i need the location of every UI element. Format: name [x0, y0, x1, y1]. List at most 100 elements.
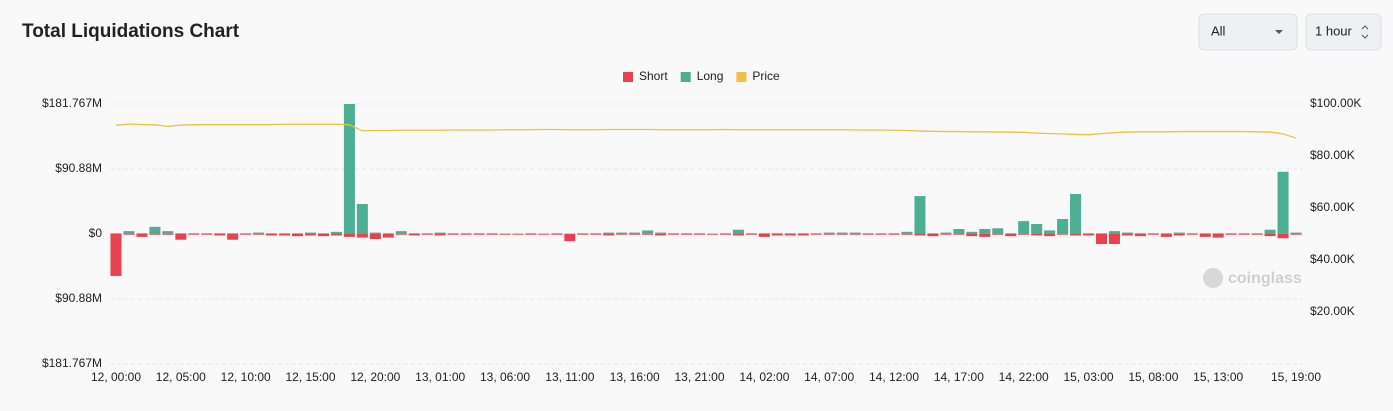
bar [1109, 234, 1120, 244]
bar [733, 230, 744, 234]
y2-tick-label: $20.00K [1310, 304, 1355, 318]
bar [785, 234, 796, 235]
bar [811, 233, 822, 234]
bar [940, 234, 951, 235]
bar [266, 233, 277, 234]
bar [746, 233, 757, 234]
bar [1005, 234, 1016, 236]
bar [1070, 194, 1081, 234]
bar [1018, 234, 1029, 235]
bar [305, 233, 316, 234]
bar [966, 234, 977, 236]
filter-dropdown[interactable]: All [1199, 14, 1297, 50]
bar [889, 233, 900, 234]
bar [811, 234, 822, 235]
y2-tick-label: $60.00K [1310, 200, 1355, 214]
bar [785, 233, 796, 234]
bar [253, 234, 264, 235]
filter-value: All [1211, 23, 1226, 38]
bar [487, 234, 498, 235]
bar [331, 232, 342, 234]
bar [746, 234, 757, 235]
bar [798, 234, 809, 235]
bar [1148, 233, 1159, 234]
bar [927, 233, 938, 234]
bar [590, 233, 601, 234]
bar [966, 232, 977, 234]
bar [188, 234, 199, 235]
bar [979, 234, 990, 237]
bar [901, 234, 912, 235]
bar [461, 234, 472, 235]
bar [914, 234, 925, 235]
price-line [116, 124, 1296, 138]
bar [357, 204, 368, 234]
y2-tick-label: $100.00K [1310, 96, 1361, 110]
bar [110, 234, 121, 276]
bar [422, 234, 433, 235]
bar [474, 233, 485, 234]
bar [1135, 233, 1146, 234]
bar [149, 227, 160, 234]
bar [1290, 233, 1301, 234]
bar [655, 233, 666, 234]
bar [422, 233, 433, 234]
bar [1096, 234, 1107, 244]
bar [1213, 234, 1224, 238]
bar [370, 233, 381, 234]
bar [435, 233, 446, 234]
bar [772, 234, 783, 235]
y-tick-label: $181.767M [42, 96, 102, 110]
bar [305, 234, 316, 235]
bar [681, 233, 692, 234]
bar [577, 233, 588, 234]
bar [396, 231, 407, 234]
bar [149, 234, 160, 235]
bar [979, 229, 990, 234]
bar [1044, 230, 1055, 234]
bar [123, 231, 134, 234]
bar [136, 233, 147, 234]
bar [240, 233, 251, 234]
interval-value: 1 hour [1315, 23, 1353, 38]
bar [1109, 231, 1120, 234]
x-tick-label: 13, 06:00 [480, 370, 530, 384]
bar [279, 233, 290, 234]
x-tick-label: 15, 19:00 [1271, 370, 1321, 384]
bar [772, 233, 783, 234]
bar [1044, 234, 1055, 236]
bar [1122, 233, 1133, 234]
bar [1083, 234, 1094, 235]
interval-dropdown[interactable]: 1 hour [1306, 14, 1381, 50]
bar [1290, 234, 1301, 235]
bar [292, 234, 303, 236]
bar [344, 104, 355, 234]
bar [1252, 233, 1263, 234]
bar [1187, 233, 1198, 234]
bar [1226, 234, 1237, 235]
y-tick-label: $90.88M [55, 161, 102, 175]
bar [292, 233, 303, 234]
legend-label: Short [639, 69, 668, 83]
x-tick-label: 14, 07:00 [804, 370, 854, 384]
bar [253, 233, 264, 234]
bar [876, 233, 887, 234]
bar [759, 234, 770, 237]
bar [629, 233, 640, 234]
bar [694, 234, 705, 235]
bar [318, 234, 329, 236]
y-tick-label: $90.88M [55, 291, 102, 305]
bar [1252, 234, 1263, 235]
bar [1200, 234, 1211, 237]
bar [175, 233, 186, 234]
bar [175, 234, 186, 240]
bar [214, 234, 225, 235]
chart-title: Total Liquidations Chart [22, 21, 240, 42]
bar [1161, 234, 1172, 237]
bar [1174, 233, 1185, 234]
legend-item: Short [623, 69, 668, 83]
bar [214, 233, 225, 234]
bar [383, 234, 394, 238]
bar [668, 234, 679, 235]
bar [1031, 234, 1042, 235]
